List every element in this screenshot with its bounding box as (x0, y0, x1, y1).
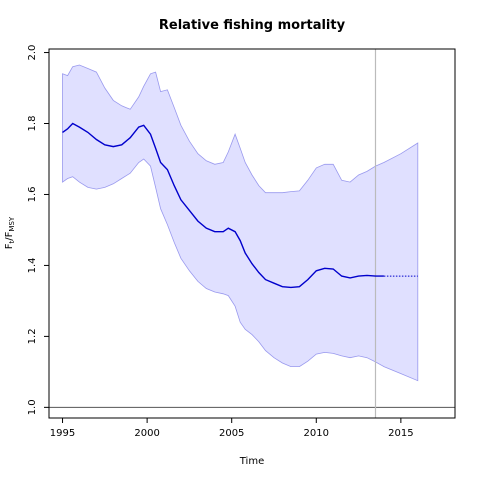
x-axis: 1995 2000 2005 2010 2015 (50, 418, 414, 439)
y-tick-label: 2.0 (27, 45, 38, 61)
y-label-base: F (4, 243, 15, 249)
x-tick-label: 2005 (219, 428, 244, 439)
x-tick-label: 1995 (50, 428, 75, 439)
series-estimate-line (62, 122, 384, 289)
plot-area (49, 49, 455, 418)
x-tick-label: 2000 (134, 428, 159, 439)
y-axis-label: Ft/FMSY (4, 216, 16, 249)
y-label-sep: /F (4, 231, 15, 240)
x-tick-label: 2015 (388, 428, 413, 439)
y-label-sub1: t (8, 240, 16, 243)
y-axis: 1.0 1.2 1.4 1.6 1.8 2.0 (27, 45, 49, 415)
y-tick-label: 1.0 (27, 399, 38, 415)
x-tick-label: 2010 (304, 428, 329, 439)
y-tick-label: 1.4 (27, 257, 38, 273)
x-axis-label: Time (239, 456, 264, 467)
confidence-band (62, 64, 419, 382)
y-tick-label: 1.8 (27, 116, 38, 132)
y-label-sub2: MSY (8, 216, 16, 231)
y-tick-label: 1.6 (27, 187, 38, 203)
chart-title: Relative fishing mortality (159, 18, 346, 33)
plot-frame (48, 48, 456, 419)
y-tick-label: 1.2 (27, 328, 38, 344)
